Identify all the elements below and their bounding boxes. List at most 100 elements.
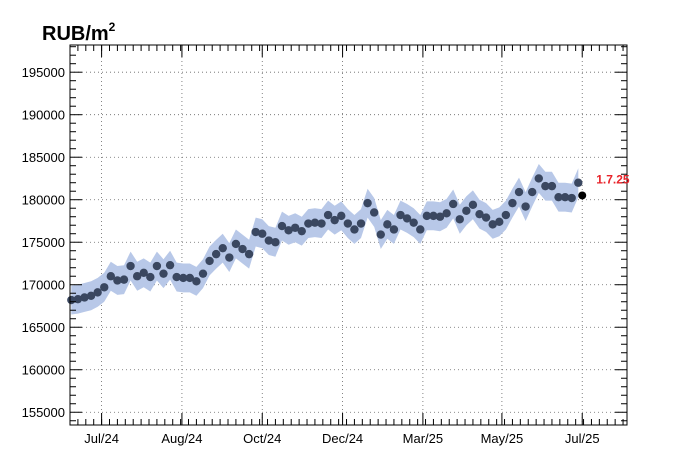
x-tick-label: Aug/24	[161, 431, 202, 446]
data-point	[389, 225, 399, 234]
y-tick-label: 190000	[22, 108, 65, 123]
data-point	[152, 261, 162, 271]
data-point	[251, 227, 260, 237]
data-point	[574, 178, 583, 187]
data-point	[508, 198, 517, 208]
data-point	[527, 187, 537, 197]
data-point	[113, 276, 122, 285]
data-point	[567, 193, 576, 203]
y-axis-label: RUB/m2	[42, 20, 116, 45]
data-point	[376, 230, 385, 239]
x-tick-label: Jul/25	[565, 431, 600, 446]
y-tick-label: 180000	[22, 193, 65, 208]
x-tick-label: Jul/24	[84, 431, 119, 446]
data-point	[402, 214, 412, 223]
data-point	[304, 219, 313, 228]
data-point	[159, 269, 168, 278]
last-data-point	[578, 191, 587, 200]
data-point	[488, 220, 497, 229]
data-point	[356, 219, 366, 228]
data-point	[277, 221, 287, 231]
y-axis: 155000 160000 165000 170000 175000 180000 1850…	[22, 46, 627, 422]
data-point	[514, 187, 524, 197]
data-point	[481, 213, 491, 222]
data-point	[495, 217, 504, 227]
data-point	[369, 208, 379, 217]
data-point	[80, 293, 89, 302]
data-point	[554, 192, 563, 202]
data-point	[211, 249, 221, 259]
data-point	[179, 273, 188, 283]
data-point	[244, 249, 254, 259]
data-point	[146, 272, 155, 282]
data-point	[317, 219, 326, 228]
x-tick-label: Dec/24	[322, 431, 363, 446]
data-point	[416, 225, 425, 234]
y-tick-label: 155000	[22, 405, 65, 420]
last-point-group: 1.7.25	[578, 173, 630, 200]
data-point	[501, 210, 511, 220]
y-tick-label: 160000	[22, 363, 65, 378]
data-point	[132, 272, 142, 281]
data-point	[435, 212, 445, 221]
data-point	[290, 223, 300, 232]
data-point	[297, 226, 306, 236]
data-point	[231, 239, 241, 249]
data-point	[534, 174, 543, 183]
data-point	[363, 198, 372, 208]
data-point	[429, 211, 438, 221]
y-tick-label: 195000	[22, 65, 65, 80]
y-tick-label: 185000	[22, 150, 65, 165]
data-point	[238, 244, 247, 254]
data-point	[264, 236, 274, 245]
y-axis-label-base: RUB/m	[42, 23, 109, 45]
data-point	[271, 238, 280, 247]
data-point	[442, 209, 451, 218]
data-point	[547, 181, 557, 191]
data-point	[409, 218, 418, 227]
data-point	[455, 215, 464, 224]
data-point	[350, 225, 359, 234]
data-point	[462, 206, 471, 215]
x-tick-label: May/25	[481, 431, 524, 446]
x-tick-label: Oct/24	[243, 431, 281, 446]
data-point	[185, 273, 195, 283]
data-point	[218, 243, 227, 253]
data-point	[541, 181, 550, 191]
data-point	[560, 192, 570, 202]
data-point	[448, 199, 458, 209]
data-point	[119, 275, 129, 284]
data-point	[337, 211, 346, 221]
data-point	[521, 202, 530, 211]
y-axis-label-superscript: 2	[109, 20, 116, 34]
data-point	[396, 210, 405, 220]
data-point	[165, 260, 175, 270]
data-point	[323, 210, 333, 220]
y-tick-label: 165000	[22, 320, 65, 335]
data-point	[139, 268, 148, 278]
data-point	[86, 291, 96, 300]
last-point-label: 1.7.25	[596, 173, 630, 187]
data-point	[284, 226, 293, 235]
data-point	[330, 215, 339, 225]
data-point	[258, 229, 267, 238]
y-tick-label: 175000	[22, 235, 65, 250]
data-point	[225, 253, 234, 262]
x-axis: Jul/24 Aug/24 Oct/24 Dec/24 Mar/25 May/25 Jul/…	[69, 45, 624, 446]
data-point	[100, 283, 109, 292]
data-point	[93, 288, 102, 297]
data-point	[475, 209, 484, 219]
data-point	[383, 220, 392, 229]
y-tick-label: 170000	[22, 278, 65, 293]
data-point	[310, 218, 320, 227]
data-point	[198, 269, 208, 278]
data-point	[343, 219, 353, 228]
data-point	[126, 261, 135, 271]
data-point	[468, 200, 478, 210]
data-points	[67, 174, 583, 305]
data-point	[172, 272, 181, 282]
plot-frame	[69, 44, 628, 426]
x-tick-label: Mar/25	[403, 431, 443, 446]
data-point	[106, 272, 116, 281]
